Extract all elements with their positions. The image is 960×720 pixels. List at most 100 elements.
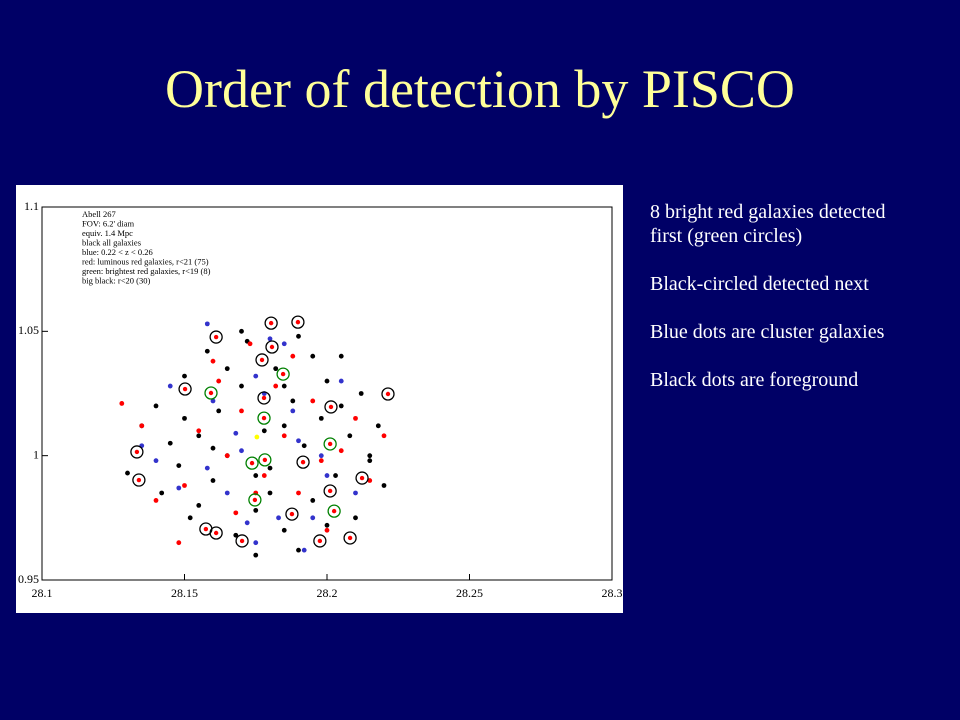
ring [313,534,327,548]
point [210,358,216,364]
note: Black dots are foreground [650,369,859,391]
point [324,527,330,533]
ring-center [327,488,333,494]
point [233,532,239,538]
note: Black-circled detected next [650,273,869,295]
point [196,433,202,439]
point [318,453,324,459]
point [310,353,316,359]
point [139,423,145,429]
annotation: big black: r<20 (30) [82,275,150,285]
ring-marker [255,353,269,367]
point [324,522,330,528]
ring-marker [257,411,271,425]
ring-center [268,320,274,326]
ring [265,340,279,354]
y-tick-label: 0.95 [18,572,39,586]
point [375,423,381,429]
point [176,463,182,469]
ring-center [213,334,219,340]
y-tick-label: 1.1 [24,199,39,213]
x-tick-label: 28.3 [602,586,623,600]
point [253,552,259,558]
ring-center [213,530,219,536]
point [310,515,316,521]
point [367,453,373,459]
point [204,465,210,471]
point [290,408,296,414]
point [261,473,267,478]
point [296,333,301,339]
ring [285,507,299,521]
point [239,328,244,334]
ring-center [269,344,275,350]
ring [245,456,259,470]
ring-marker [343,531,357,545]
ring-marker [313,534,327,548]
ring-marker [296,455,310,469]
ring-marker [355,471,369,485]
point [196,503,202,508]
ring-marker [258,453,272,467]
annotation: Abell 267 [82,209,116,219]
annotation: equiv. 1.4 Mpc [82,228,133,238]
point [276,515,281,521]
point [267,490,273,496]
point [244,520,250,526]
point [301,547,307,553]
point [310,498,316,503]
point [182,415,187,421]
ring [355,471,369,485]
ring [235,534,249,548]
ring-center [300,459,306,465]
point [125,470,130,476]
ring-marker [265,340,279,354]
point [324,378,330,384]
ring-center [134,449,140,455]
point [296,490,301,496]
ring-marker [178,382,192,396]
point [273,383,279,389]
ring-marker [327,504,341,518]
point [239,448,244,454]
ring [209,330,223,344]
point [273,366,279,372]
ring-marker [264,316,278,330]
ring-center [239,538,245,544]
point [224,490,230,496]
point [224,453,230,459]
point [182,373,187,379]
ring-center [208,390,214,396]
ring-marker [276,367,290,381]
y-tick-label: 1 [33,447,39,461]
point [281,527,287,533]
ring-center [261,415,267,421]
point [296,547,301,553]
point [281,433,287,439]
point [338,448,344,454]
point [324,473,330,478]
point [347,433,353,439]
ring [381,387,395,401]
point [338,378,344,384]
ring-center [327,441,333,447]
point [310,398,316,404]
x-tick-label: 28.25 [456,586,483,600]
point [239,383,244,389]
ring [291,315,305,329]
point [338,403,344,409]
ring-marker [324,400,338,414]
ring-center [261,395,267,401]
point [153,403,159,409]
note: 8 bright red galaxies detected first (gr… [650,201,886,247]
point [253,540,259,546]
note: Blue dots are cluster galaxies [650,321,885,343]
point [290,353,296,359]
ring [258,453,272,467]
point [119,401,125,406]
point [167,440,173,446]
point [196,428,202,434]
ring-marker [323,437,337,451]
annotation: green: brightest red galaxies, r<19 (8) [82,266,211,276]
